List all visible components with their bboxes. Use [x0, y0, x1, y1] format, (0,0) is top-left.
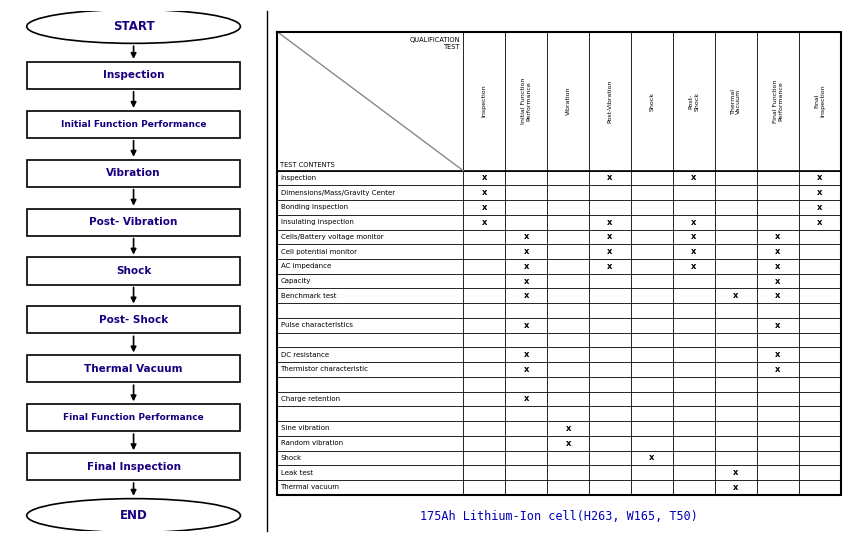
Text: x: x	[523, 350, 529, 359]
Text: DC resistance: DC resistance	[281, 352, 329, 358]
Text: Pulse characteristics: Pulse characteristics	[281, 322, 353, 328]
Text: x: x	[817, 188, 823, 197]
Text: x: x	[482, 218, 487, 227]
Text: x: x	[523, 233, 529, 241]
Text: Shock: Shock	[650, 92, 655, 111]
Text: x: x	[734, 291, 739, 300]
Text: x: x	[566, 438, 571, 448]
Text: START: START	[113, 20, 154, 33]
Text: Post-
Shock: Post- Shock	[689, 92, 700, 111]
Text: Initial Function
Performance: Initial Function Performance	[521, 78, 532, 124]
Text: x: x	[817, 203, 823, 212]
Ellipse shape	[26, 499, 241, 532]
Text: x: x	[523, 247, 529, 256]
Bar	[26, 356, 241, 382]
Text: x: x	[607, 173, 613, 183]
Text: x: x	[691, 247, 697, 256]
Text: x: x	[523, 365, 529, 374]
Text: Inspection: Inspection	[103, 70, 165, 80]
Bar	[26, 209, 241, 236]
Text: x: x	[566, 424, 571, 433]
Text: x: x	[523, 395, 529, 403]
Bar	[277, 31, 841, 495]
Bar	[26, 160, 241, 186]
Bar	[26, 257, 241, 285]
Bar	[26, 306, 241, 333]
Text: x: x	[734, 483, 739, 492]
Text: x: x	[523, 291, 529, 300]
Text: Dimensions/Mass/Gravity Center: Dimensions/Mass/Gravity Center	[281, 190, 394, 196]
Text: TEST CONTENTS: TEST CONTENTS	[280, 162, 335, 168]
Text: x: x	[523, 321, 529, 330]
Text: x: x	[775, 247, 781, 256]
Bar	[26, 111, 241, 138]
Text: Random vibration: Random vibration	[281, 440, 343, 446]
Text: x: x	[775, 233, 781, 241]
Text: x: x	[775, 365, 781, 374]
Text: QUALIFICATION
TEST: QUALIFICATION TEST	[410, 37, 460, 50]
Bar	[26, 453, 241, 480]
Text: x: x	[650, 454, 655, 462]
Text: x: x	[523, 262, 529, 271]
Ellipse shape	[26, 10, 241, 43]
Text: END: END	[120, 509, 148, 522]
Text: x: x	[691, 173, 697, 183]
Text: Thermistor characteristic: Thermistor characteristic	[281, 366, 369, 372]
Text: x: x	[691, 233, 697, 241]
Text: Shock: Shock	[116, 266, 151, 276]
Text: Cell potential monitor: Cell potential monitor	[281, 249, 356, 255]
Text: 175Ah Lithium-Ion cell(H263, W165, T50): 175Ah Lithium-Ion cell(H263, W165, T50)	[420, 511, 698, 524]
Text: x: x	[607, 218, 613, 227]
Text: x: x	[607, 233, 613, 241]
Text: x: x	[775, 276, 781, 286]
Text: x: x	[817, 218, 823, 227]
Text: Thermal vacuum: Thermal vacuum	[281, 485, 339, 491]
Bar	[26, 404, 241, 431]
Text: Insulating inspection: Insulating inspection	[281, 219, 354, 225]
Text: x: x	[482, 188, 487, 197]
Text: x: x	[691, 262, 697, 271]
Text: x: x	[817, 173, 823, 183]
Text: Post- Vibration: Post- Vibration	[89, 217, 178, 227]
Text: x: x	[482, 173, 487, 183]
Text: Thermal Vacuum: Thermal Vacuum	[84, 364, 183, 374]
Text: Final Function
Performance: Final Function Performance	[773, 80, 784, 123]
Text: x: x	[607, 247, 613, 256]
Text: Vibration: Vibration	[106, 168, 161, 178]
Text: Final Function Performance: Final Function Performance	[64, 413, 204, 422]
Text: x: x	[775, 321, 781, 330]
Text: Benchmark test: Benchmark test	[281, 293, 336, 299]
Text: Inspection: Inspection	[482, 85, 487, 118]
Text: Shock: Shock	[281, 455, 302, 461]
Text: x: x	[734, 468, 739, 477]
Text: Bonding inspection: Bonding inspection	[281, 204, 348, 210]
Text: x: x	[691, 218, 697, 227]
Text: Capacity: Capacity	[281, 278, 311, 284]
Text: x: x	[775, 262, 781, 271]
Text: Post- Shock: Post- Shock	[99, 315, 168, 325]
Text: Thermal
Vacuum: Thermal Vacuum	[731, 88, 741, 114]
Text: Initial Function Performance: Initial Function Performance	[61, 120, 206, 129]
Text: Vibration: Vibration	[566, 87, 571, 115]
Text: Final
Inspection: Final Inspection	[815, 85, 825, 118]
Text: x: x	[775, 291, 781, 300]
Text: x: x	[607, 262, 613, 271]
Text: Charge retention: Charge retention	[281, 396, 340, 402]
Text: Sine vibration: Sine vibration	[281, 425, 329, 431]
Text: AC impedance: AC impedance	[281, 263, 331, 269]
Text: Final Inspection: Final Inspection	[86, 462, 181, 472]
Text: inspection: inspection	[281, 175, 316, 181]
Bar	[26, 62, 241, 89]
Text: x: x	[523, 276, 529, 286]
Text: Leak test: Leak test	[281, 469, 313, 476]
Text: x: x	[775, 350, 781, 359]
Text: Cells/Battery voltage monitor: Cells/Battery voltage monitor	[281, 234, 383, 240]
Text: Post-Vibration: Post-Vibration	[607, 80, 612, 123]
Text: x: x	[482, 203, 487, 212]
